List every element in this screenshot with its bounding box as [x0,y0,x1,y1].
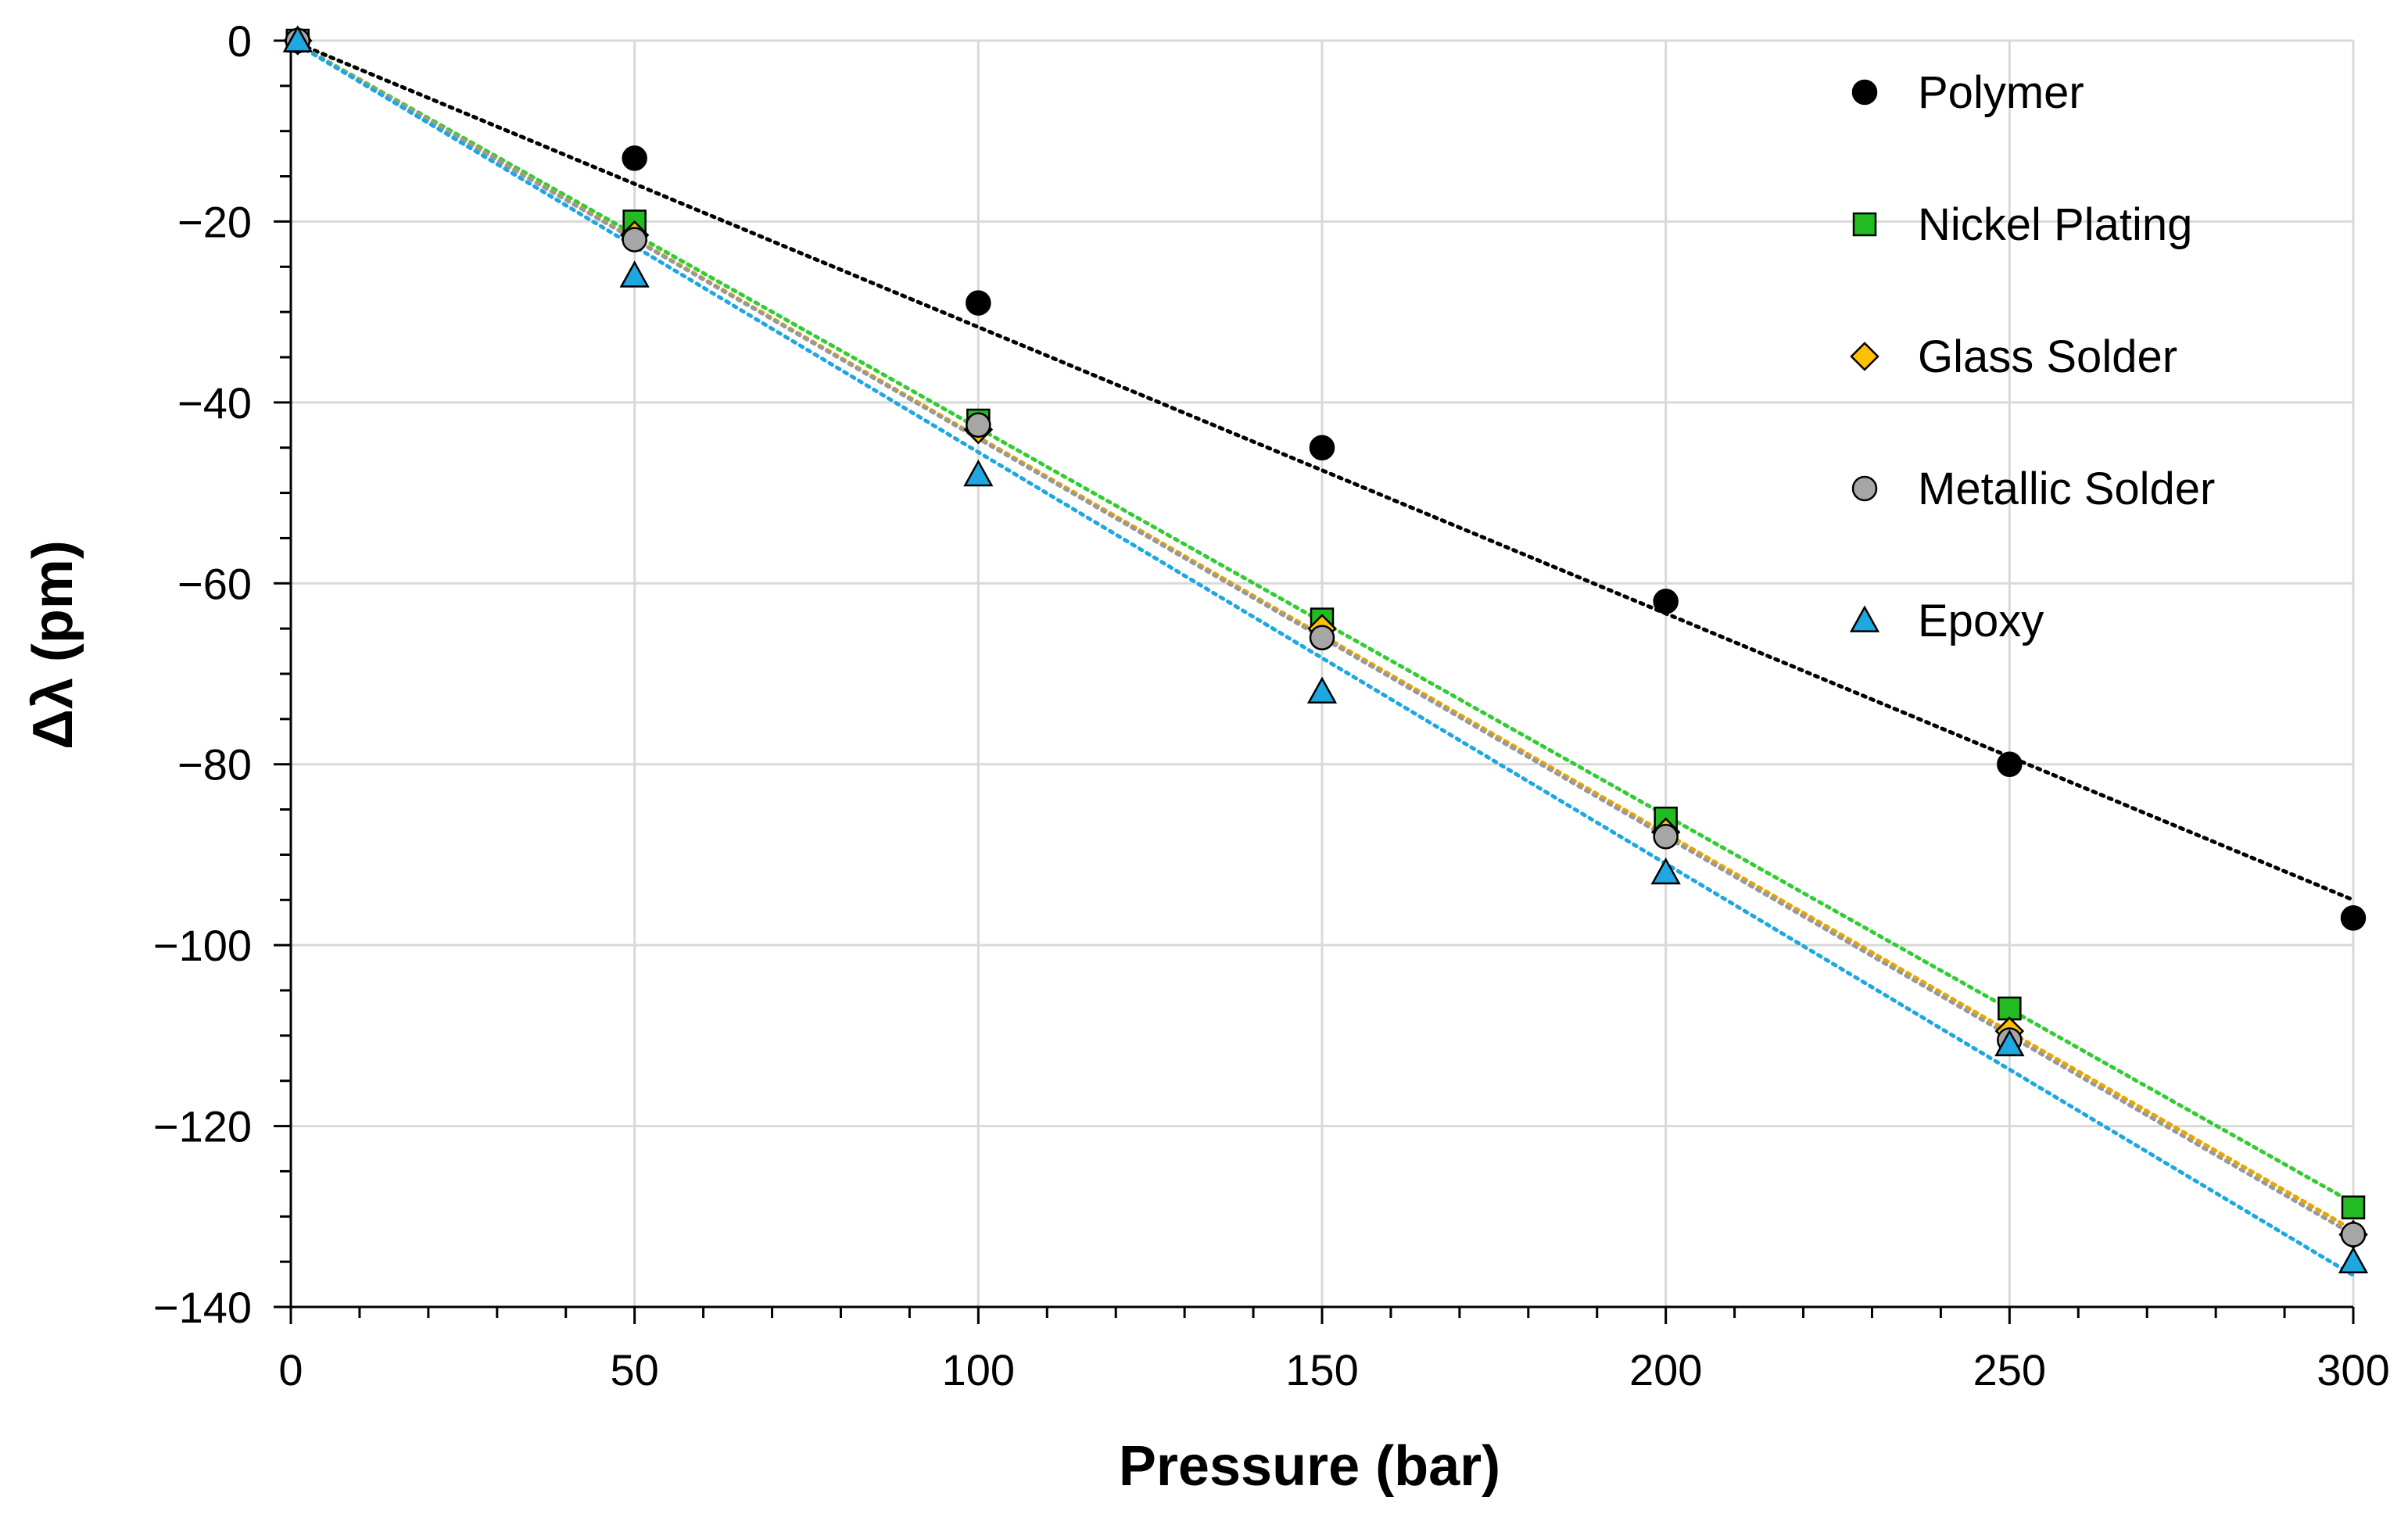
point-nickel-plating [2341,1195,2366,1219]
grid-lines [291,39,2355,1307]
x-tick-label: 250 [1973,1345,2046,1394]
point-metallic-solder [1309,625,1335,650]
x-tick-label: 0 [278,1345,303,1394]
legend: Polymer Nickel Plating Glass Solder Metalli… [1849,67,2215,646]
point-metallic-solder [2340,1222,2367,1248]
x-tick-label: 50 [611,1345,659,1394]
point-metallic-solder [966,412,991,439]
point-metallic-solder [1653,824,1679,850]
point-epoxy [1650,857,1681,885]
legend-marker-glass-solder [1850,342,1879,371]
point-polymer [622,145,647,171]
point-polymer [2340,905,2367,931]
point-epoxy [963,459,994,487]
legend-marker-metallic-solder [1851,475,1878,502]
legend-label-nickel-plating: Nickel Plating [1918,199,2192,250]
point-polymer [1309,435,1335,460]
y-tick-label: −60 [177,559,252,608]
y-tick-label: −100 [153,921,252,970]
y-tick-label: 0 [228,16,252,66]
point-epoxy [1994,1029,2025,1057]
point-nickel-plating [1998,996,2022,1021]
point-polymer [966,290,991,316]
point-metallic-solder [622,227,647,252]
point-epoxy [2338,1246,2369,1273]
legend-label-epoxy: Epoxy [1918,596,2044,646]
y-tick-label: −80 [177,740,252,789]
point-polymer [1653,589,1679,614]
point-epoxy [282,25,313,52]
y-tick-label: −40 [177,378,252,428]
x-tick-label: 100 [942,1345,1015,1394]
legend-marker-epoxy [1849,605,1880,632]
legend-marker-polymer [1851,79,1878,106]
x-tick-label: 150 [1285,1345,1358,1394]
y-tick-label: −140 [153,1283,252,1332]
y-tick-label: −120 [153,1102,252,1151]
y-axis-title: Δλ (pm) [22,540,84,750]
legend-marker-nickel-plating [1852,212,1877,237]
point-polymer [1997,751,2023,777]
point-epoxy [1306,676,1338,704]
y-tick-label: −20 [177,197,252,246]
legend-label-polymer: Polymer [1918,67,2084,118]
axes: 0 −20 −40 −60 −80 −100 −120 −140 0 50 100 150 200 250… [153,16,2390,1394]
point-epoxy [619,260,650,288]
legend-label-metallic-solder: Metallic Solder [1918,464,2215,514]
legend-label-glass-solder: Glass Solder [1918,331,2177,382]
x-tick-label: 300 [2317,1345,2389,1394]
data-points [282,25,2369,1273]
x-tick-label: 200 [1629,1345,1702,1394]
x-axis-title: Pressure (bar) [1119,1435,1500,1498]
